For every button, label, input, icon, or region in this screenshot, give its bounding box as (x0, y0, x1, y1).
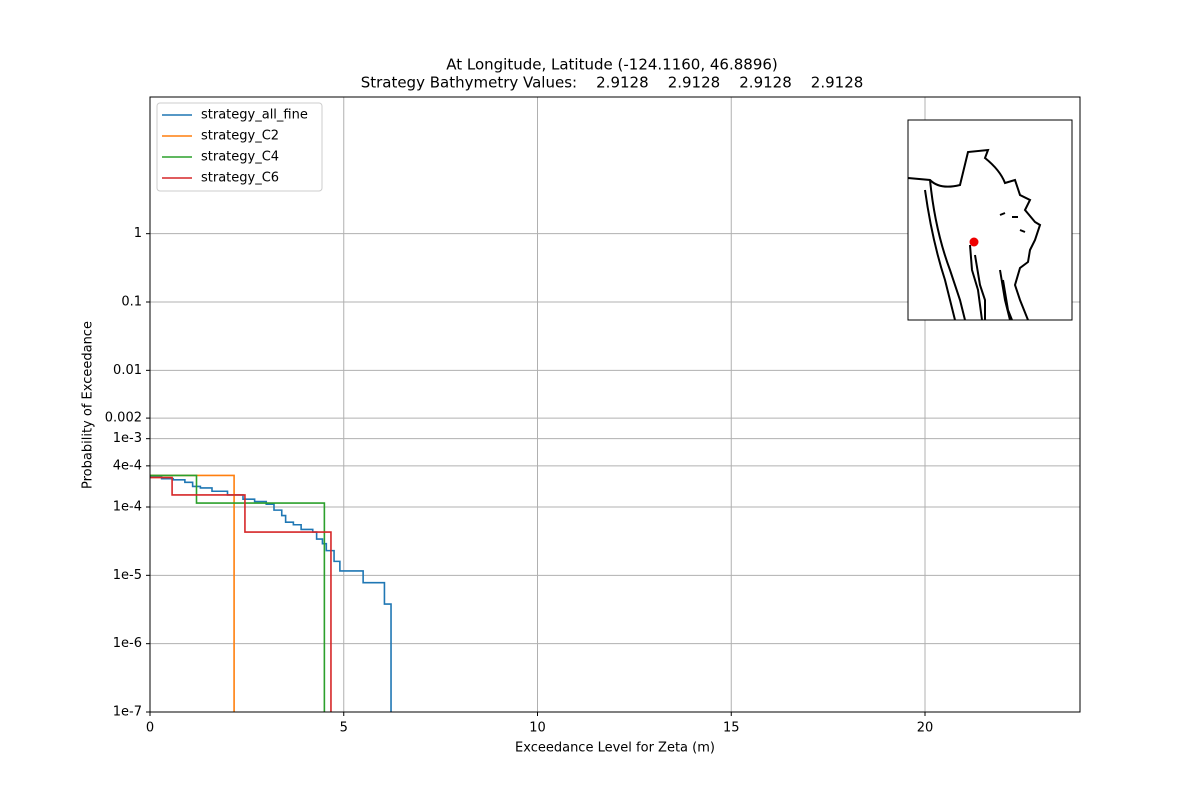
y-tick-label: 1e-4 (113, 500, 142, 515)
x-tick-label: 0 (146, 721, 154, 736)
y-tick-label: 0.1 (121, 295, 142, 310)
y-tick-label: 0.002 (105, 411, 142, 426)
x-tick-label: 10 (529, 721, 546, 736)
legend-box (156, 102, 323, 192)
coastline (907, 148, 1042, 321)
series-line (150, 476, 332, 712)
series-line (150, 475, 392, 712)
legend-label: strategy_C4 (201, 150, 279, 165)
plot-lines (150, 474, 392, 712)
y-tick-label: 1e-5 (113, 568, 142, 583)
x-tick-label: 5 (340, 721, 348, 736)
plot-frame (149, 96, 1081, 713)
chart-subtitle: Strategy Bathymetry Values: 2.9128 2.912… (361, 74, 864, 92)
y-tick-label: 0.01 (113, 363, 142, 378)
legend: strategy_all_fine strategy_C2 strategy_C4s… (156, 102, 323, 192)
y-tick-label: 4e-4 (113, 458, 142, 473)
grid: 0 5 10 15 20 1e-7 1e-6 1e-5 1e-4 4e-4 1e-3 0.002 0.0… (105, 97, 1080, 736)
location-marker (969, 237, 979, 247)
legend-label: strategy_C2 (201, 129, 279, 144)
x-tick-label: 20 (917, 721, 934, 736)
x-tick-label: 15 (723, 721, 740, 736)
y-tick-label: 1e-3 (113, 431, 142, 446)
legend-label: strategy_all_fine (201, 108, 308, 123)
x-axis-label: Exceedance Level for Zeta (m) (515, 741, 715, 756)
y-tick-label: 1e-6 (113, 636, 142, 651)
inset-frame (907, 119, 1073, 321)
series-line (150, 474, 326, 712)
chart-title: At Longitude, Latitude (-124.1160, 46.88… (446, 56, 778, 74)
inset-map (907, 119, 1073, 321)
y-axis-label: Probability of Exceedance (81, 321, 96, 489)
y-tick-label: 1e-7 (113, 705, 142, 720)
legend-label: strategy_C6 (201, 171, 279, 186)
y-tick-label: 1 (134, 226, 142, 241)
